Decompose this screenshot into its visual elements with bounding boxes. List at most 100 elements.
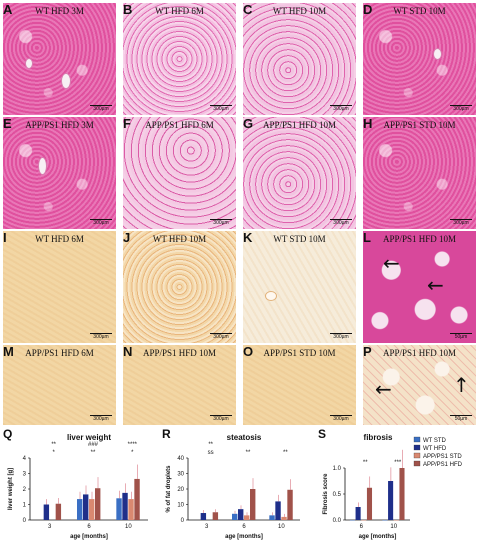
panel-e: APP/PS1 HFD 3M 300µm: [3, 117, 116, 229]
panel-o: APP/PS1 STD 10M 300µm: [243, 345, 356, 425]
legend-swatch: [413, 460, 421, 467]
panel-letter: F: [123, 116, 131, 131]
panel-b: WT HFD 6M 300µm: [123, 3, 236, 115]
y-tick-label: 1: [23, 503, 27, 509]
panel-letter: A: [3, 2, 13, 17]
bar: [89, 499, 95, 520]
panel-l: ← ← APP/PS1 HFD 10M 50µm: [363, 231, 476, 343]
panel-n: APP/PS1 HFD 10M 300µm: [123, 345, 236, 425]
legend-swatch: [413, 452, 421, 459]
histology-image: [243, 345, 356, 425]
bar: [238, 509, 244, 520]
significance-mark: ****: [128, 442, 138, 448]
significance-mark: ***: [394, 460, 402, 466]
vessel: [38, 157, 47, 175]
scale-bar: 300µm: [330, 333, 352, 340]
bar: [250, 489, 256, 520]
bar: [83, 494, 89, 520]
panel-title: WT HFD 10M: [152, 234, 207, 244]
panel-letter: I: [3, 230, 7, 245]
vessel: [61, 73, 71, 89]
panel-letter: N: [123, 344, 133, 359]
scale-bar: 300µm: [210, 105, 232, 112]
histology-image: [363, 231, 476, 343]
bar: [55, 503, 62, 520]
vessel: [433, 48, 442, 60]
histology-image: [123, 3, 236, 115]
bar: [95, 488, 101, 520]
significance-mark: **: [51, 442, 56, 448]
scale-bar: 300µm: [330, 105, 352, 112]
bar: [134, 478, 140, 520]
panel-letter: P: [363, 344, 372, 359]
chart-letter: S: [318, 428, 326, 441]
histology-image: [363, 3, 476, 115]
x-tick-label: 3: [205, 524, 209, 530]
y-tick-label: 40: [177, 456, 184, 462]
significance-mark: ###: [88, 442, 99, 448]
y-tick-label: 10: [177, 503, 184, 509]
significance-mark: ss: [208, 450, 214, 456]
scale-bar: 50µm: [450, 415, 472, 422]
legend-swatch: [413, 444, 421, 451]
panel-title: APP/PS1 HFD 10M: [382, 234, 457, 244]
panel-i: WT HFD 6M 300µm: [3, 231, 116, 343]
panel-title: APP/PS1 STD 10M: [383, 120, 456, 130]
bar: [232, 513, 238, 520]
significance-mark: *: [131, 450, 134, 456]
panel-letter: C: [243, 2, 253, 17]
y-tick-label: 20: [177, 487, 184, 493]
significance-mark: **: [283, 450, 288, 456]
histology-image: [363, 117, 476, 229]
histology-image: [243, 3, 356, 115]
scale-bar: 300µm: [90, 219, 112, 226]
y-tick-label: 0.0: [333, 518, 342, 524]
x-tick-label: 3: [48, 524, 52, 530]
bar: [122, 492, 128, 520]
legend-label: WT STD: [423, 438, 447, 444]
panel-k: WT STD 10M 300µm: [243, 231, 356, 343]
panel-f: APP/PS1 HFD 6M 300µm: [123, 117, 236, 229]
x-tick-label: 10: [125, 524, 132, 530]
scale-bar: 300µm: [210, 333, 232, 340]
scale-bar: 300µm: [90, 105, 112, 112]
panel-c: WT HFD 10M 300µm: [243, 3, 356, 115]
panel-letter: B: [123, 2, 133, 17]
bar: [212, 512, 219, 520]
x-tick-label: 6: [360, 524, 364, 530]
chart-title: fibrosis: [364, 433, 393, 442]
bar: [287, 489, 293, 520]
y-tick-label: 4: [23, 456, 27, 462]
vessel: [25, 58, 33, 69]
y-tick-label: 0.5: [333, 492, 342, 498]
x-axis-label: age [months]: [225, 534, 263, 540]
panel-title: APP/PS1 HFD 10M: [142, 348, 217, 358]
histology-image: [123, 231, 236, 343]
y-axis-label: liver weight [g]: [8, 468, 14, 510]
arrow-left-icon: ←: [427, 273, 444, 297]
panel-g: APP/PS1 HFD 10M 300µm: [243, 117, 356, 229]
panel-title: APP/PS1 HFD 6M: [145, 120, 214, 130]
panel-title: APP/PS1 HFD 3M: [25, 120, 94, 130]
significance-mark: **: [363, 460, 368, 466]
chart-letter: R: [162, 428, 171, 441]
legend-label: WT HFD: [423, 446, 447, 452]
histology-image: [3, 3, 116, 115]
histology-image: [123, 345, 236, 425]
panel-letter: G: [243, 116, 254, 131]
panel-letter: K: [243, 230, 253, 245]
bar: [116, 498, 122, 520]
significance-mark: **: [246, 450, 251, 456]
y-tick-label: 0: [181, 518, 185, 524]
y-tick-label: 30: [177, 472, 184, 478]
y-tick-label: 3: [23, 472, 27, 478]
arrow-up-icon: ↑: [453, 373, 470, 397]
panel-title: WT HFD 6M: [35, 234, 84, 244]
panel-title: APP/PS1 HFD 10M: [262, 120, 337, 130]
panel-a: WT HFD 3M 300µm: [3, 3, 116, 115]
panel-letter: O: [243, 344, 254, 359]
scale-bar: 300µm: [90, 333, 112, 340]
panel-title: WT HFD 3M: [35, 6, 84, 16]
panel-title: WT HFD 10M: [272, 6, 327, 16]
